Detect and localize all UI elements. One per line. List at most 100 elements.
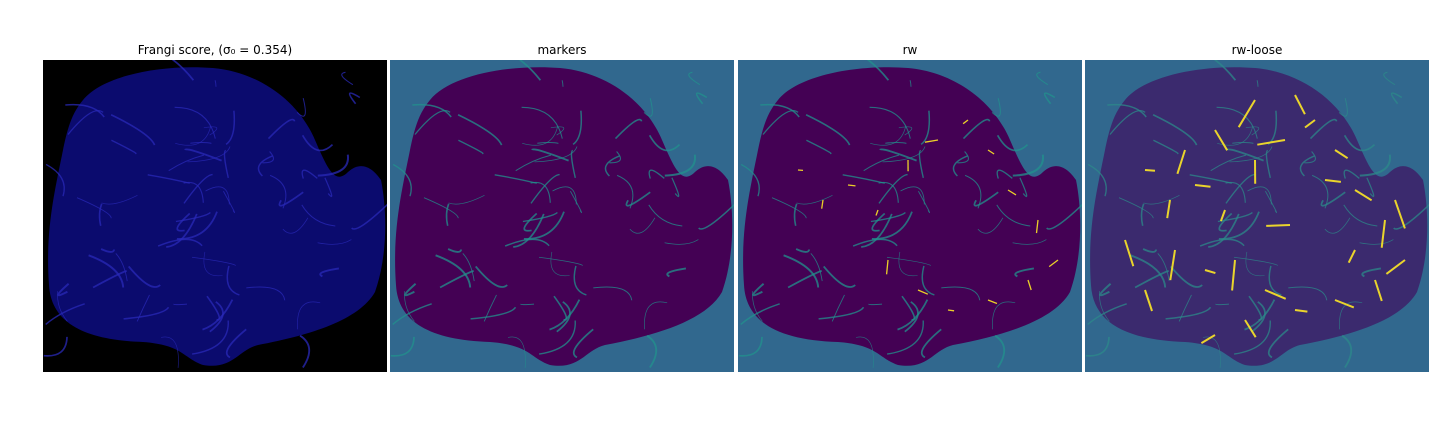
segmentation-highlight	[1204, 269, 1216, 275]
vessel-segment	[1383, 71, 1396, 86]
segmentation-highlight	[1176, 149, 1186, 175]
vessel-segment	[317, 154, 349, 177]
vessel-segment	[1099, 282, 1112, 297]
vessel-segment	[868, 303, 883, 306]
vessel-segment	[191, 256, 236, 266]
vessel-segment	[1169, 265, 1203, 288]
vessel-segment	[1012, 239, 1047, 245]
vessel-segment	[569, 190, 583, 214]
vessel-segment	[1210, 154, 1247, 172]
vessel-segment	[604, 155, 620, 177]
vessel-segment	[614, 118, 643, 140]
vessel-segment	[168, 154, 205, 172]
vessel-segment	[324, 177, 333, 198]
vessel-segment	[522, 211, 558, 223]
vessel-segment	[1178, 294, 1192, 322]
vessel-segment	[917, 190, 931, 214]
segmentation-highlight	[1394, 199, 1406, 229]
vessel-segment	[964, 174, 982, 209]
vessel-segment	[297, 301, 321, 330]
vessel-segment	[1046, 203, 1082, 230]
vessel-segment	[203, 126, 218, 136]
markers-image	[390, 60, 734, 372]
vessel-segment	[1215, 303, 1230, 306]
vessel-segment	[996, 134, 1029, 152]
panel-rw: rw	[738, 40, 1082, 372]
vessel-segment	[1157, 253, 1170, 282]
vessel-segment	[262, 151, 275, 164]
vessel-segment	[351, 203, 387, 230]
vessel-segment	[462, 253, 475, 282]
vessel-segment	[522, 125, 559, 146]
vessel-segment	[76, 197, 112, 219]
vessel-segment	[885, 141, 907, 144]
vessel-segment	[920, 328, 942, 359]
panel-title: rw-loose	[1231, 43, 1283, 57]
vessel-segment	[474, 265, 508, 288]
segmentation-highlight	[1334, 149, 1349, 160]
vessel-segment	[531, 148, 569, 162]
vessel-segment	[223, 149, 229, 179]
vessel-segment	[1012, 154, 1044, 177]
vessel-segment	[572, 328, 594, 359]
vessel-segment	[470, 306, 517, 320]
segmentation-highlight	[1354, 189, 1373, 202]
vessel-segment	[1142, 248, 1158, 253]
vessel-segment	[225, 328, 247, 359]
vessel-segment	[301, 169, 318, 179]
vessel-segment	[648, 204, 683, 227]
rw-loose-image	[1085, 60, 1429, 372]
vessel-segment	[175, 211, 211, 223]
vessel-segment	[538, 320, 576, 355]
vessel-segment	[909, 80, 912, 87]
segmentation-highlight	[875, 209, 879, 216]
vessel-segment	[203, 251, 223, 277]
vessel-segment	[348, 92, 361, 105]
segmentation-highlight	[917, 289, 929, 295]
vessel-segment	[1189, 174, 1232, 184]
vessel-segment	[111, 139, 137, 155]
vessel-segment	[855, 336, 874, 368]
vessel-segment	[1247, 186, 1272, 205]
vessel-segment	[1043, 92, 1056, 105]
vessel-segment	[43, 336, 68, 357]
segmentation-highlight	[1231, 259, 1236, 291]
tissue-region	[48, 67, 386, 366]
vessel-segment	[918, 149, 924, 179]
vessel-segment	[1245, 126, 1260, 136]
vessel-segment	[1153, 139, 1179, 155]
vessel-segment	[507, 336, 526, 368]
vessel-segment	[147, 174, 190, 184]
vessel-segment	[609, 151, 622, 164]
vessel-segment	[390, 336, 415, 357]
segmentation-highlight	[1304, 119, 1316, 129]
vessel-segment	[629, 217, 656, 234]
vessel-segment	[795, 248, 811, 253]
vessel-segment	[225, 110, 236, 146]
vessel-segment	[523, 212, 538, 232]
vessel-segment	[1107, 103, 1147, 118]
segmentation-highlight	[847, 184, 856, 187]
segmentation-highlight	[1380, 219, 1386, 248]
vessel-segment	[184, 148, 222, 162]
segmentation-highlight	[1219, 209, 1226, 222]
vessel-segment	[941, 286, 981, 301]
vessel-segment	[1288, 286, 1328, 301]
vessel-segment	[173, 303, 188, 306]
vessel-segment	[1217, 211, 1253, 223]
vessel-segment	[205, 186, 230, 205]
vessel-segment	[67, 110, 104, 135]
segmentation-highlight	[962, 119, 969, 125]
vessel-segment	[957, 151, 970, 164]
vessel-segment	[920, 110, 931, 146]
vessel-segment	[752, 291, 763, 322]
vessel-segment	[412, 103, 452, 118]
vessel-segment	[301, 134, 334, 152]
vessel-segment	[977, 217, 1004, 234]
segmentation-highlight	[1334, 299, 1355, 309]
tissue-region	[395, 67, 733, 366]
vessel-segment	[513, 213, 545, 248]
vessel-segment	[317, 239, 352, 245]
vessel-segment	[886, 320, 924, 355]
vessel-segment	[698, 203, 734, 230]
